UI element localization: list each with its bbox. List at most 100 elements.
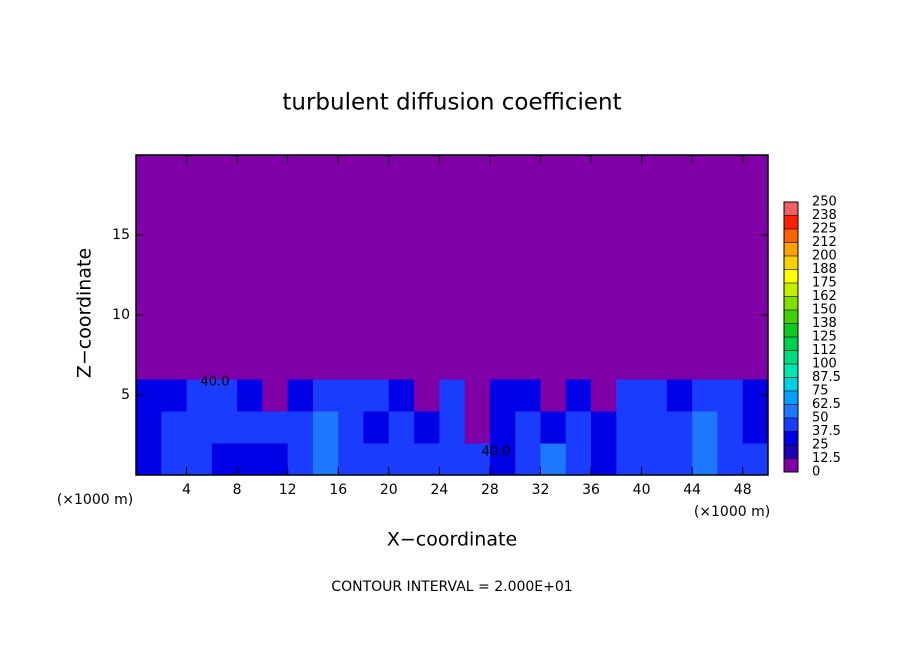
cell bbox=[338, 187, 365, 220]
cell bbox=[161, 347, 188, 380]
cell bbox=[616, 187, 643, 220]
cell bbox=[692, 155, 718, 188]
colorbar-label: 50 bbox=[812, 411, 829, 426]
field bbox=[136, 155, 769, 476]
overlay: 4 8 12 16 20 24 28 32 36 40 44 485101540.040.0012.5… bbox=[112, 154, 841, 498]
cell bbox=[641, 347, 668, 380]
cell bbox=[211, 187, 238, 220]
cell bbox=[742, 155, 769, 188]
cell bbox=[515, 411, 541, 444]
cell bbox=[641, 315, 668, 348]
cell bbox=[565, 187, 592, 220]
cell bbox=[136, 347, 162, 380]
cell bbox=[464, 411, 491, 444]
cell bbox=[616, 379, 643, 412]
colorbar-band bbox=[784, 215, 798, 229]
cell bbox=[439, 187, 466, 220]
footnote: CONTOUR INTERVAL = 2.000E+01 bbox=[331, 579, 572, 595]
cell bbox=[287, 187, 314, 220]
cell bbox=[641, 155, 668, 188]
cell bbox=[439, 411, 466, 444]
cell bbox=[312, 219, 339, 252]
cell bbox=[489, 315, 516, 348]
cell bbox=[414, 219, 440, 252]
cell bbox=[666, 347, 693, 380]
colorbar-band bbox=[784, 431, 798, 445]
cell bbox=[515, 443, 541, 476]
x-tick-label: 44 bbox=[683, 482, 701, 498]
colorbar-label: 175 bbox=[812, 276, 837, 291]
colorbar-band bbox=[784, 350, 798, 364]
cell bbox=[237, 347, 263, 380]
colorbar-label: 212 bbox=[812, 235, 837, 250]
cell bbox=[388, 187, 415, 220]
cell bbox=[717, 347, 744, 380]
y-tick-label: 5 bbox=[121, 387, 130, 403]
cell bbox=[287, 411, 314, 444]
cell bbox=[414, 347, 440, 380]
cell bbox=[666, 379, 693, 412]
colorbar-band bbox=[784, 296, 798, 310]
colorbar-band bbox=[784, 337, 798, 351]
cell bbox=[262, 155, 289, 188]
colorbar-band bbox=[784, 391, 798, 405]
cell bbox=[515, 251, 541, 284]
cell bbox=[489, 283, 516, 316]
x-tick-label: 36 bbox=[582, 482, 600, 498]
cell bbox=[262, 251, 289, 284]
y-tick-label: 15 bbox=[112, 227, 130, 243]
cell bbox=[641, 187, 668, 220]
cell bbox=[591, 347, 617, 380]
cell bbox=[616, 347, 643, 380]
cell bbox=[742, 347, 769, 380]
cell bbox=[161, 315, 188, 348]
colorbar-band bbox=[784, 377, 798, 391]
cell bbox=[666, 443, 693, 476]
cell bbox=[136, 315, 162, 348]
cell bbox=[136, 411, 162, 444]
cell bbox=[186, 379, 213, 412]
cell bbox=[591, 443, 617, 476]
colorbar-label: 12.5 bbox=[812, 451, 841, 466]
cell bbox=[742, 315, 769, 348]
cell bbox=[414, 155, 440, 188]
x-tick-label: 24 bbox=[430, 482, 448, 498]
cell bbox=[287, 379, 314, 412]
cell bbox=[439, 379, 466, 412]
cell bbox=[237, 379, 263, 412]
cell bbox=[565, 155, 592, 188]
cell bbox=[692, 283, 718, 316]
cell bbox=[262, 219, 289, 252]
cell bbox=[464, 283, 491, 316]
colorbar-label: 162 bbox=[812, 289, 837, 304]
cell bbox=[439, 347, 466, 380]
cell bbox=[186, 283, 213, 316]
cell bbox=[312, 315, 339, 348]
cell bbox=[489, 411, 516, 444]
cell bbox=[211, 347, 238, 380]
cell bbox=[565, 411, 592, 444]
cell bbox=[489, 219, 516, 252]
x-unit: (×1000 m) bbox=[694, 504, 770, 520]
cell bbox=[363, 187, 390, 220]
cell bbox=[414, 443, 440, 476]
cell bbox=[414, 315, 440, 348]
cell bbox=[616, 219, 643, 252]
cell bbox=[186, 411, 213, 444]
cell bbox=[312, 283, 339, 316]
cell bbox=[388, 347, 415, 380]
colorbar-band bbox=[784, 418, 798, 432]
colorbar-label: 112 bbox=[812, 343, 837, 358]
cell bbox=[565, 379, 592, 412]
cell bbox=[136, 155, 162, 188]
cell bbox=[312, 187, 339, 220]
cell bbox=[641, 379, 668, 412]
cell bbox=[692, 315, 718, 348]
cell bbox=[742, 443, 769, 476]
cell bbox=[464, 155, 491, 188]
cell bbox=[565, 219, 592, 252]
cell bbox=[211, 283, 238, 316]
cell bbox=[439, 283, 466, 316]
cell bbox=[565, 315, 592, 348]
